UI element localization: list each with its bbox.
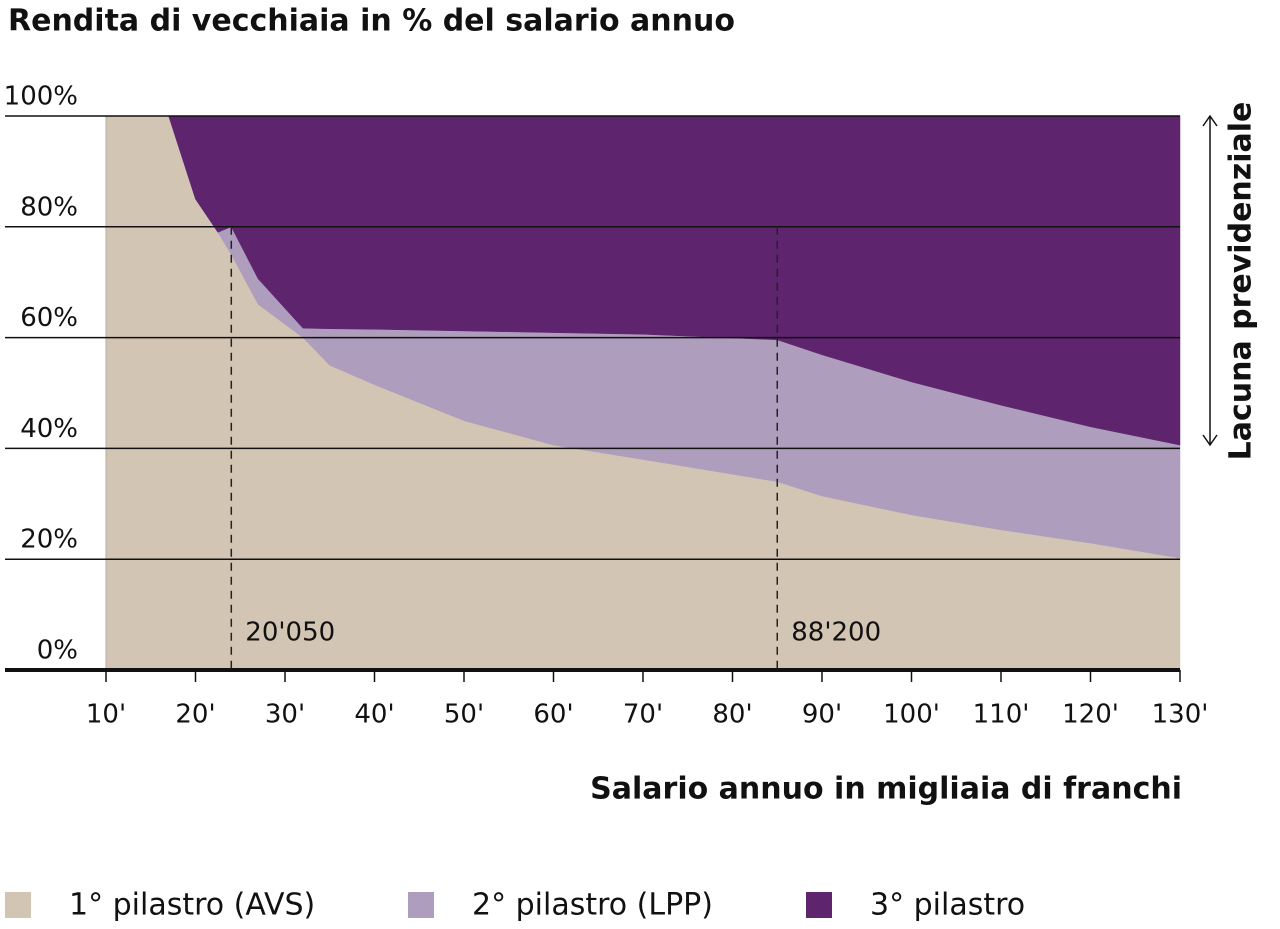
legend-swatch: [408, 892, 434, 918]
x-tick-label: 90': [802, 700, 842, 730]
x-tick-label: 40': [354, 700, 394, 730]
annotation-label: 88'200: [791, 618, 881, 648]
x-axis-label: Salario annuo in migliaia di franchi: [590, 772, 1182, 807]
annotation-label: 20'050: [245, 618, 335, 648]
y-tick-label: 20%: [20, 525, 78, 555]
gap-arrow-head: [1202, 114, 1218, 447]
y-tick-label: 80%: [20, 192, 78, 222]
x-tick-label: 30': [265, 700, 305, 730]
y-tick-label: 0%: [37, 636, 78, 666]
x-tick-label: 100': [883, 700, 940, 730]
x-tick-label: 10': [86, 700, 126, 730]
chart-title: Rendita di vecchiaia in % del salario an…: [8, 4, 735, 39]
legend-label: 1° pilastro (AVS): [69, 888, 315, 923]
x-tick-label: 70': [623, 700, 663, 730]
x-tick-label: 130': [1152, 700, 1209, 730]
y-tick-label: 100%: [4, 82, 78, 112]
legend-label: 3° pilastro: [870, 888, 1025, 923]
legend-swatch: [806, 892, 832, 918]
legend-swatch: [5, 892, 31, 918]
x-tick-label: 20': [175, 700, 215, 730]
x-tick-label: 60': [533, 700, 573, 730]
y-tick-label: 40%: [20, 414, 78, 444]
x-tick-label: 80': [712, 700, 752, 730]
x-tick-label: 120': [1062, 700, 1119, 730]
y-tick-label: 60%: [20, 303, 78, 333]
legend-label: 2° pilastro (LPP): [472, 888, 713, 923]
x-tick-label: 110': [973, 700, 1030, 730]
x-tick-label: 50': [444, 700, 484, 730]
side-label: Lacuna previdenziale: [1224, 102, 1259, 461]
